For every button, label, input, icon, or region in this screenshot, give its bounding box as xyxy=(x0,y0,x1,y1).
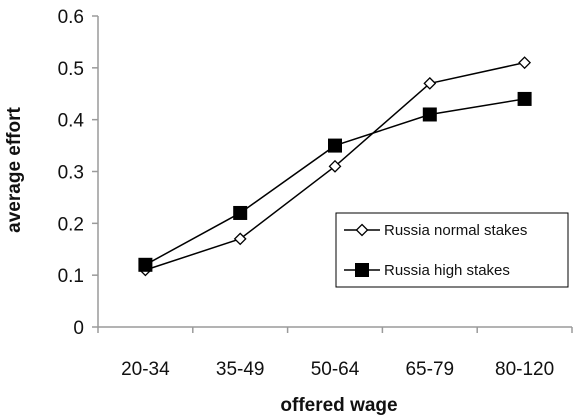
x-tick-label: 65-79 xyxy=(405,359,454,380)
data-point xyxy=(328,159,342,173)
data-point xyxy=(233,232,247,246)
legend-box xyxy=(335,212,569,288)
data-point xyxy=(138,257,153,272)
y-tick-label: 0.2 xyxy=(58,214,84,235)
legend-label: Russia normal stakes xyxy=(384,222,527,239)
x-tick-label: 35-49 xyxy=(216,359,265,380)
y-tick-label: 0.3 xyxy=(58,163,84,184)
legend: Russia normal stakes Russia high stakes xyxy=(335,212,569,288)
y-tick-label: 0 xyxy=(73,318,84,339)
data-point xyxy=(233,205,248,220)
y-axis-title: average effort xyxy=(4,107,25,233)
legend-label: Russia high stakes xyxy=(384,262,510,279)
x-tick-label: 20-34 xyxy=(121,359,170,380)
series-2 xyxy=(138,91,532,272)
y-ticks: 0 0.1 0.2 0.3 0.4 0.5 0.6 xyxy=(58,7,98,339)
y-tick-label: 0.6 xyxy=(58,7,84,28)
y-tick-label: 0.5 xyxy=(58,59,84,80)
series-layer xyxy=(138,56,532,277)
data-point xyxy=(422,107,437,122)
data-point xyxy=(423,76,437,90)
y-tick-label: 0.4 xyxy=(58,111,85,132)
legend-marker xyxy=(355,263,369,277)
legend-marker xyxy=(355,223,369,237)
data-point xyxy=(328,138,342,153)
x-tick-label: 80-120 xyxy=(495,359,554,380)
data-point xyxy=(517,91,532,106)
x-tick-label: 50-64 xyxy=(311,359,360,380)
x-axis-title: offered wage xyxy=(280,395,397,416)
y-tick-label: 0.1 xyxy=(58,266,84,287)
x-ticks: 20-34 35-49 50-64 65-79 80-120 xyxy=(97,327,573,380)
data-point xyxy=(518,56,532,70)
